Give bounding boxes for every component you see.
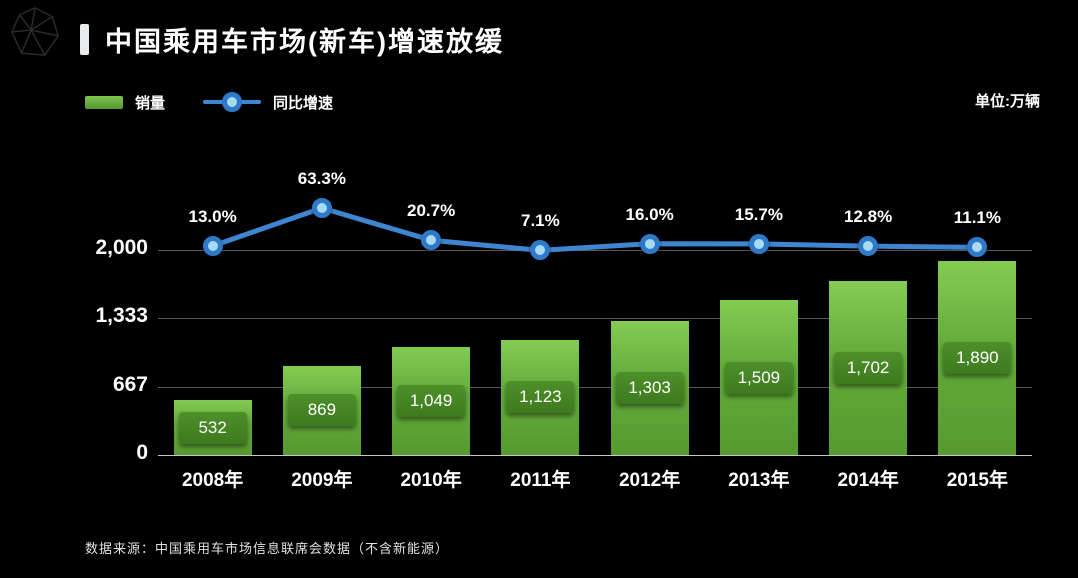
x-axis-label: 2009年 [291, 470, 353, 491]
bar-value-label: 1,509 [724, 361, 793, 394]
x-axis-label: 2013年 [728, 470, 790, 491]
growth-value-label: 7.1% [521, 211, 560, 231]
line-point [639, 233, 660, 254]
line-point [748, 233, 769, 254]
y-axis-tick-label: 2,000 [95, 236, 148, 259]
growth-value-label: 20.7% [407, 201, 456, 221]
gridline [158, 318, 1032, 320]
growth-value-label: 13.0% [188, 206, 237, 226]
page-title: 中国乘用车市场(新车)增速放缓 [105, 27, 504, 57]
bar-value-label: 1,890 [943, 342, 1012, 375]
bar-value-label: 869 [287, 394, 356, 427]
line-point [421, 230, 442, 251]
x-axis-label: 2011年 [510, 470, 571, 491]
x-axis-label: 2014年 [837, 470, 899, 491]
x-axis-label: 2012年 [618, 470, 681, 491]
data-source-note: 数据来源：中国乘用车市场信息联席会数据（不含新能源） [85, 541, 450, 556]
bar-value-label: 1,303 [615, 372, 684, 405]
title-row: 中国乘用车市场(新车)增速放缓 [80, 20, 504, 59]
y-axis-tick-label: 0 [136, 441, 148, 464]
gridline [158, 455, 1032, 456]
legend: 销量 同比增速 [85, 92, 333, 112]
growth-value-label: 15.7% [734, 204, 783, 224]
growth-value-label: 11.1% [953, 208, 1001, 228]
line-point [202, 235, 223, 256]
x-axis-label: 2008年 [181, 470, 244, 491]
y-axis-tick-label: 1,333 [95, 304, 148, 328]
bar-legend-swatch-icon [85, 95, 123, 109]
line-point [311, 198, 332, 218]
y-axis-tick-label: 667 [112, 372, 148, 396]
bar-value-label: 532 [178, 411, 247, 444]
title-accent-bar [80, 24, 89, 55]
bar-value-label: 1,049 [397, 385, 466, 418]
line-point [967, 237, 988, 258]
line-legend-label: 同比增速 [273, 94, 334, 112]
bar-value-label: 1,702 [834, 351, 903, 384]
bar-legend-label: 销量 [135, 94, 166, 112]
growth-value-label: 12.8% [844, 207, 893, 227]
x-axis-label: 2010年 [400, 470, 462, 491]
x-axis-label: 2015年 [946, 470, 1009, 491]
line-point [858, 236, 879, 257]
line-point [530, 240, 551, 261]
unit-label: 单位:万辆 [975, 93, 1040, 110]
bar-value-label: 1,123 [506, 381, 575, 414]
growth-value-label: 16.0% [625, 204, 674, 224]
gridline [158, 386, 1032, 388]
line-legend-swatch-icon [203, 92, 262, 112]
growth-value-label: 63.3% [297, 169, 346, 188]
low-poly-gem-logo [11, 7, 59, 56]
line-legend-dot-icon [222, 92, 243, 112]
